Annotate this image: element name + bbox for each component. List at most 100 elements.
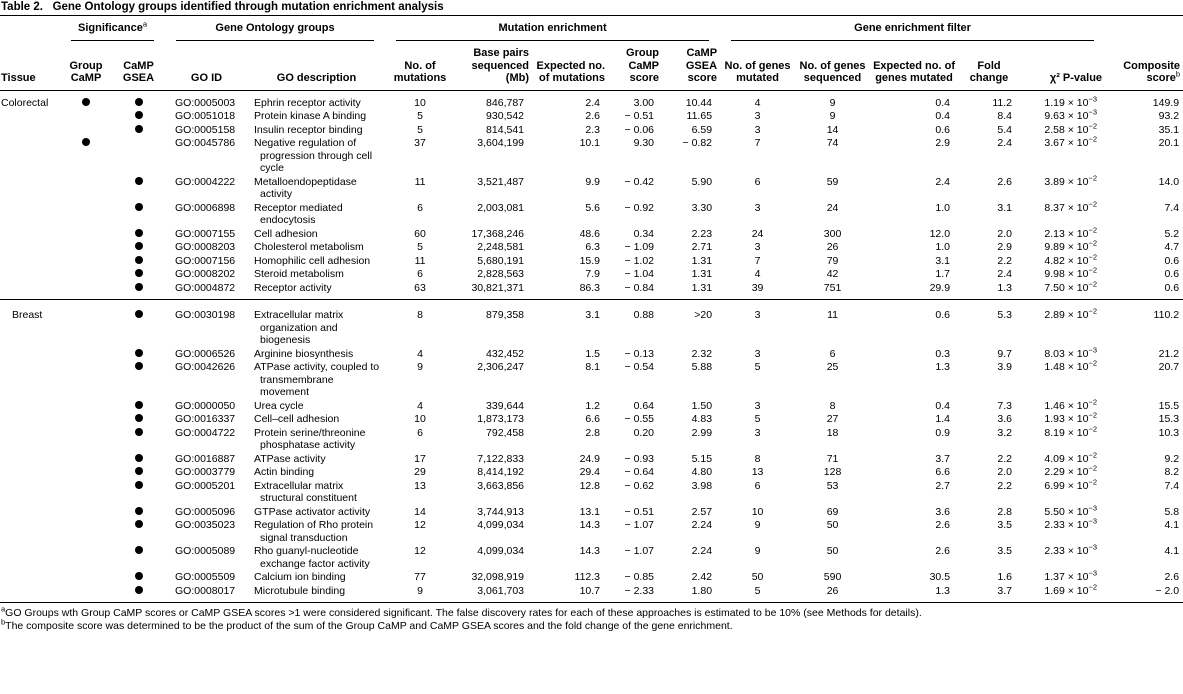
expected-genes: 30.5 xyxy=(929,571,951,583)
cell: 4,099,034 xyxy=(455,519,532,545)
cell: 9 xyxy=(795,110,870,124)
cell: − 0.06 xyxy=(608,123,662,137)
column-header: χ² P-value xyxy=(1020,42,1105,90)
expected-mutations: 7.9 xyxy=(585,268,601,280)
cell: 2.4 xyxy=(870,175,958,201)
camp-gsea-score: 1.31 xyxy=(691,281,713,294)
tissue: Colorectal xyxy=(1,96,49,109)
cell: Insulin receptor binding xyxy=(248,123,385,137)
header-text: GO description xyxy=(276,72,357,84)
cell: 3.98 xyxy=(662,479,720,505)
cell: 6.3 xyxy=(532,241,608,255)
genes-sequenced: 6 xyxy=(829,347,836,360)
cell: 13 xyxy=(720,466,795,480)
p-value: 1.46 × 10 xyxy=(1044,399,1089,412)
genes-sequenced: 42 xyxy=(826,268,839,280)
p-value-exponent: −2 xyxy=(1088,306,1098,316)
cell: 0.6 xyxy=(870,299,959,347)
cell xyxy=(60,299,112,347)
cell: 2.4 xyxy=(958,137,1020,176)
expected-mutations: 14.3 xyxy=(579,519,601,531)
header-group-row: Significancea Gene Ontology groups Mutatio… xyxy=(0,16,1183,42)
cell: Rho guanyl-nucleotide exchange factor ac… xyxy=(248,545,385,571)
go-id: GO:0006898 xyxy=(175,201,236,214)
cell: 1.3 xyxy=(958,281,1020,300)
table-row: GO:0008203 Cholesterol metabolism 5 2,248,5… xyxy=(0,239,1183,255)
cell xyxy=(112,137,165,176)
p-value: 9.98 × 10 xyxy=(1044,268,1089,280)
genes-sequenced: 11 xyxy=(827,309,838,321)
p-value: 1.37 × 10 xyxy=(1044,571,1089,583)
cell: Metalloendopeptidase activity xyxy=(248,175,385,201)
significance-dot xyxy=(134,176,143,185)
header-text: Expected no. of mutations xyxy=(536,59,606,85)
mutations: 63 xyxy=(414,281,426,294)
camp-gsea-score: 2.24 xyxy=(691,519,713,531)
cell xyxy=(60,519,112,545)
cell: 3,521,487 xyxy=(455,175,532,201)
cell: 4.09 × 10−2 xyxy=(1020,451,1105,466)
expected-mutations: 5.6 xyxy=(585,201,601,214)
cell xyxy=(0,399,60,413)
cell: 14.3 xyxy=(532,519,608,545)
go-id: GO:0035023 xyxy=(175,519,236,531)
header-text: Gene Ontology groups xyxy=(215,22,335,34)
expected-mutations: 86.3 xyxy=(579,281,601,294)
table-row: GO:0006526 Arginine biosynthesis 4 432,452 1… xyxy=(0,346,1183,361)
cell: 0.34 xyxy=(608,227,662,241)
p-value: 3.67 × 10 xyxy=(1044,137,1089,149)
group-camp-score: − 0.64 xyxy=(624,466,655,478)
cell: 26 xyxy=(795,584,870,602)
cell: 13.1 xyxy=(532,505,608,519)
fold-change: 2.0 xyxy=(997,466,1013,478)
go-id: GO:0005096 xyxy=(175,505,236,518)
fold-change: 2.2 xyxy=(997,479,1013,492)
expected-genes: 0.9 xyxy=(935,426,951,439)
cell: 110.2 xyxy=(1105,299,1183,347)
go-id: GO:0004722 xyxy=(175,426,236,439)
mutations: 11 xyxy=(414,175,426,188)
cell: 2.24 xyxy=(662,545,720,571)
cell: 2.33 × 10−3 xyxy=(1020,517,1105,545)
p-value-exponent: −2 xyxy=(1088,358,1098,368)
p-value-exponent: −3 xyxy=(1088,503,1098,512)
p-value-exponent: −3 xyxy=(1088,542,1098,552)
cell: 1.37 × 10−3 xyxy=(1020,569,1105,585)
column-header: Tissue xyxy=(0,42,60,90)
cell: 1.2 xyxy=(532,399,608,413)
table-row: GO:0005509 Calcium ion binding 77 32,098,91… xyxy=(0,569,1183,585)
cell: 9.7 xyxy=(958,347,1020,361)
mutations: 60 xyxy=(414,227,426,240)
p-value-exponent: −3 xyxy=(1088,107,1098,117)
cell: Calcium ion binding xyxy=(248,571,385,585)
cell xyxy=(60,571,112,585)
expected-genes: 12.0 xyxy=(929,227,951,240)
camp-gsea-score: 2.32 xyxy=(691,347,713,360)
cell: 4 xyxy=(385,347,455,361)
p-value: 5.50 × 10 xyxy=(1044,505,1089,518)
cell: Actin binding xyxy=(248,466,385,480)
cell: GO:0016337 xyxy=(165,413,248,427)
mutations: 12 xyxy=(414,519,426,531)
cell: 6.6 xyxy=(870,466,958,480)
go-description: Insulin receptor binding xyxy=(254,123,363,136)
cell xyxy=(60,479,112,505)
fold-change: 9.7 xyxy=(997,347,1013,360)
p-value: 1.69 × 10 xyxy=(1044,584,1089,597)
cell: 9.2 xyxy=(1105,452,1183,466)
cell: 4.80 xyxy=(662,466,720,480)
genes-mutated: 6 xyxy=(754,479,761,492)
go-description: Urea cycle xyxy=(254,399,304,412)
significance-dot xyxy=(82,97,90,106)
base-pairs: 432,452 xyxy=(486,347,525,360)
expected-genes: 0.4 xyxy=(935,96,951,109)
cell: 7.4 xyxy=(1105,201,1183,227)
cell xyxy=(0,571,60,585)
p-value-exponent: −2 xyxy=(1088,477,1098,486)
expected-mutations: 8.1 xyxy=(585,361,601,373)
base-pairs: 17,368,246 xyxy=(471,227,525,240)
group-camp-score: − 0.13 xyxy=(624,347,655,360)
mutations: 9 xyxy=(417,584,423,597)
header-text: No. of genes mutated xyxy=(724,59,791,85)
header-text: Fold change xyxy=(969,59,1009,85)
